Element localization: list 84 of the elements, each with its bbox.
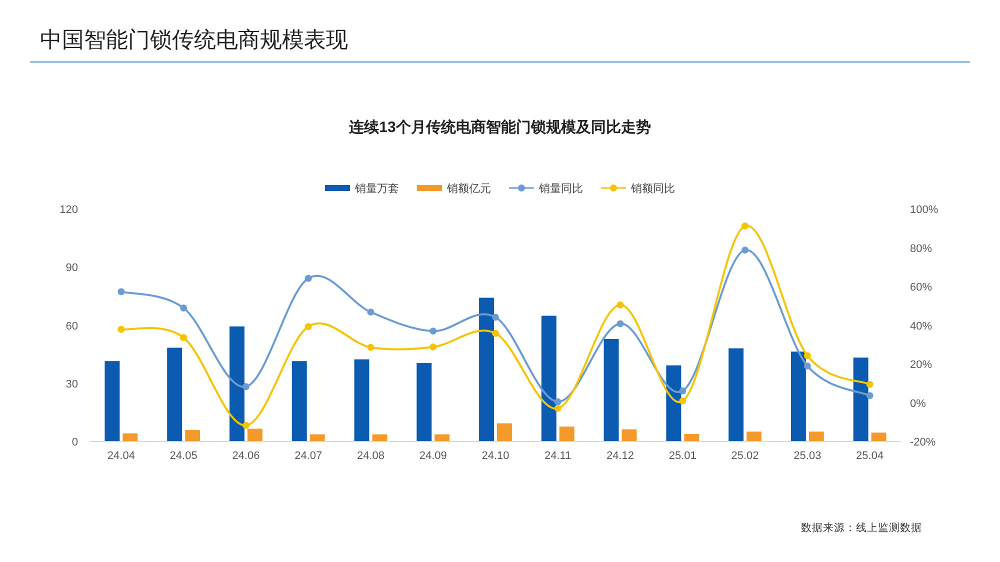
- bar: [185, 430, 200, 442]
- point: [742, 222, 749, 230]
- bar: [808, 432, 824, 442]
- bar: [434, 434, 450, 442]
- bar: [604, 339, 619, 442]
- point: [554, 404, 562, 412]
- chart-subtitle: 连续13个月传统电商智能门锁规模及同比走势: [348, 118, 651, 136]
- bar: [728, 348, 744, 442]
- y-tick-label: 120: [60, 204, 78, 216]
- bar: [541, 316, 556, 442]
- point: [118, 288, 125, 296]
- x-tick-label: 24.09: [419, 450, 447, 462]
- bar: [354, 359, 370, 442]
- point: [616, 301, 624, 308]
- x-tick-label: 24.12: [606, 450, 634, 462]
- bar: [871, 432, 886, 442]
- bar: [666, 365, 682, 442]
- point: [242, 383, 250, 390]
- bar: [292, 361, 307, 442]
- point: [367, 308, 374, 316]
- x-tick-label: 24.11: [544, 450, 572, 462]
- x-tick-label: 25.02: [731, 450, 759, 462]
- point: [866, 392, 874, 400]
- legend-label: 销额亿元: [446, 182, 491, 195]
- bar: [622, 429, 637, 442]
- x-tick-label: 25.01: [668, 450, 696, 462]
- y2-tick-label: -20%: [910, 436, 936, 448]
- y-tick-label: 60: [66, 320, 78, 332]
- x-tick-label: 24.06: [232, 450, 260, 462]
- bar: [122, 433, 138, 442]
- chart-title: 中国智能门锁传统电商规模表现: [40, 27, 348, 52]
- y2-tick-label: 40%: [910, 320, 932, 332]
- point: [742, 246, 749, 254]
- point: [679, 387, 686, 394]
- point: [304, 323, 312, 330]
- bar: [167, 348, 182, 442]
- point: [866, 380, 874, 388]
- point: [492, 330, 499, 337]
- point: [180, 304, 188, 312]
- point: [180, 334, 188, 342]
- y2-tick-label: 100%: [910, 204, 938, 216]
- y2-tick-label: 20%: [910, 359, 932, 371]
- x-tick-label: 25.04: [856, 450, 884, 462]
- y2-tick-label: 60%: [910, 282, 932, 294]
- y-tick-label: 30: [66, 378, 78, 390]
- x-tick-label: 24.07: [294, 450, 322, 462]
- bar: [310, 434, 325, 442]
- bar: [416, 363, 432, 442]
- y2-tick-label: 0%: [910, 398, 926, 410]
- bar: [853, 358, 868, 442]
- y2-tick-label: 80%: [910, 242, 932, 255]
- point: [430, 328, 437, 335]
- point: [679, 398, 686, 405]
- bar: [479, 298, 494, 442]
- point: [242, 422, 250, 429]
- legend-label: 销量同比: [538, 182, 583, 195]
- bar: [684, 434, 700, 442]
- bar: [229, 326, 244, 442]
- point: [304, 274, 312, 282]
- x-tick-label: 24.04: [107, 450, 135, 462]
- point: [804, 352, 811, 360]
- bar: [559, 426, 574, 442]
- point: [616, 320, 624, 328]
- x-tick-label: 24.08: [356, 450, 384, 462]
- bar: [372, 434, 388, 442]
- legend-label: 销量万套: [354, 183, 399, 195]
- point: [367, 344, 374, 351]
- point: [430, 343, 437, 350]
- y-tick-label: 90: [66, 262, 78, 274]
- bar: [496, 423, 512, 442]
- point: [492, 314, 499, 321]
- bar: [746, 432, 762, 442]
- point: [554, 398, 562, 406]
- point: [118, 326, 125, 333]
- x-tick-label: 25.03: [794, 450, 822, 462]
- source-note: 数据来源：线上监测数据: [801, 521, 922, 534]
- x-tick-label: 24.05: [170, 450, 198, 462]
- y-tick-label: 0: [72, 436, 78, 448]
- point: [804, 362, 811, 370]
- bar: [790, 352, 806, 442]
- bar: [247, 428, 262, 442]
- legend-label: 销额同比: [630, 182, 675, 195]
- x-tick-label: 24.10: [482, 450, 510, 462]
- bar: [104, 361, 120, 442]
